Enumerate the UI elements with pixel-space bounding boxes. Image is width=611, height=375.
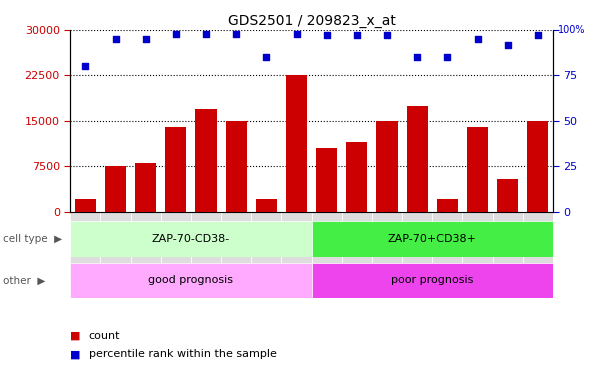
- Bar: [251, 212, 282, 281]
- Bar: [527, 121, 549, 212]
- FancyBboxPatch shape: [70, 262, 312, 298]
- Bar: [161, 212, 191, 281]
- Bar: [75, 198, 96, 212]
- Point: [141, 36, 150, 42]
- Point: [412, 54, 422, 60]
- Bar: [376, 121, 398, 212]
- Bar: [225, 121, 247, 212]
- Bar: [497, 178, 518, 212]
- Bar: [196, 109, 216, 212]
- Bar: [372, 212, 402, 281]
- Text: ■: ■: [70, 350, 81, 359]
- Bar: [433, 212, 463, 281]
- Bar: [402, 212, 433, 281]
- Text: ■: ■: [70, 331, 81, 340]
- Point: [473, 36, 483, 42]
- Point: [322, 33, 332, 39]
- Bar: [191, 212, 221, 281]
- Text: percentile rank within the sample: percentile rank within the sample: [89, 350, 276, 359]
- Point: [442, 54, 452, 60]
- Bar: [463, 212, 492, 281]
- Bar: [221, 212, 251, 281]
- Point: [201, 31, 211, 37]
- Bar: [492, 212, 523, 281]
- Point: [111, 36, 120, 42]
- Text: good prognosis: good prognosis: [148, 275, 233, 285]
- Bar: [316, 148, 337, 212]
- Bar: [437, 198, 458, 212]
- Title: GDS2501 / 209823_x_at: GDS2501 / 209823_x_at: [228, 13, 395, 28]
- Text: cell type  ▶: cell type ▶: [3, 234, 62, 244]
- Bar: [131, 212, 161, 281]
- Bar: [346, 142, 367, 212]
- Bar: [342, 212, 372, 281]
- Bar: [523, 212, 553, 281]
- Bar: [100, 212, 131, 281]
- FancyBboxPatch shape: [312, 262, 553, 298]
- Point: [352, 33, 362, 39]
- Point: [382, 33, 392, 39]
- Point: [503, 42, 513, 48]
- Bar: [70, 212, 100, 281]
- FancyBboxPatch shape: [312, 221, 553, 257]
- Point: [533, 33, 543, 39]
- Bar: [286, 75, 307, 212]
- Text: count: count: [89, 331, 120, 340]
- Bar: [166, 127, 186, 212]
- Point: [232, 31, 241, 37]
- Text: ZAP-70+CD38+: ZAP-70+CD38+: [388, 234, 477, 244]
- Bar: [282, 212, 312, 281]
- FancyBboxPatch shape: [70, 221, 312, 257]
- Text: 100%: 100%: [558, 25, 585, 35]
- Bar: [105, 166, 126, 212]
- Point: [262, 54, 271, 60]
- Bar: [256, 198, 277, 212]
- Point: [291, 31, 301, 37]
- Point: [171, 31, 181, 37]
- Bar: [407, 106, 428, 212]
- Bar: [312, 212, 342, 281]
- Text: other  ▶: other ▶: [3, 275, 45, 285]
- Text: ZAP-70-CD38-: ZAP-70-CD38-: [152, 234, 230, 244]
- Bar: [135, 164, 156, 212]
- Point: [81, 63, 90, 69]
- Bar: [467, 127, 488, 212]
- Text: poor prognosis: poor prognosis: [391, 275, 474, 285]
